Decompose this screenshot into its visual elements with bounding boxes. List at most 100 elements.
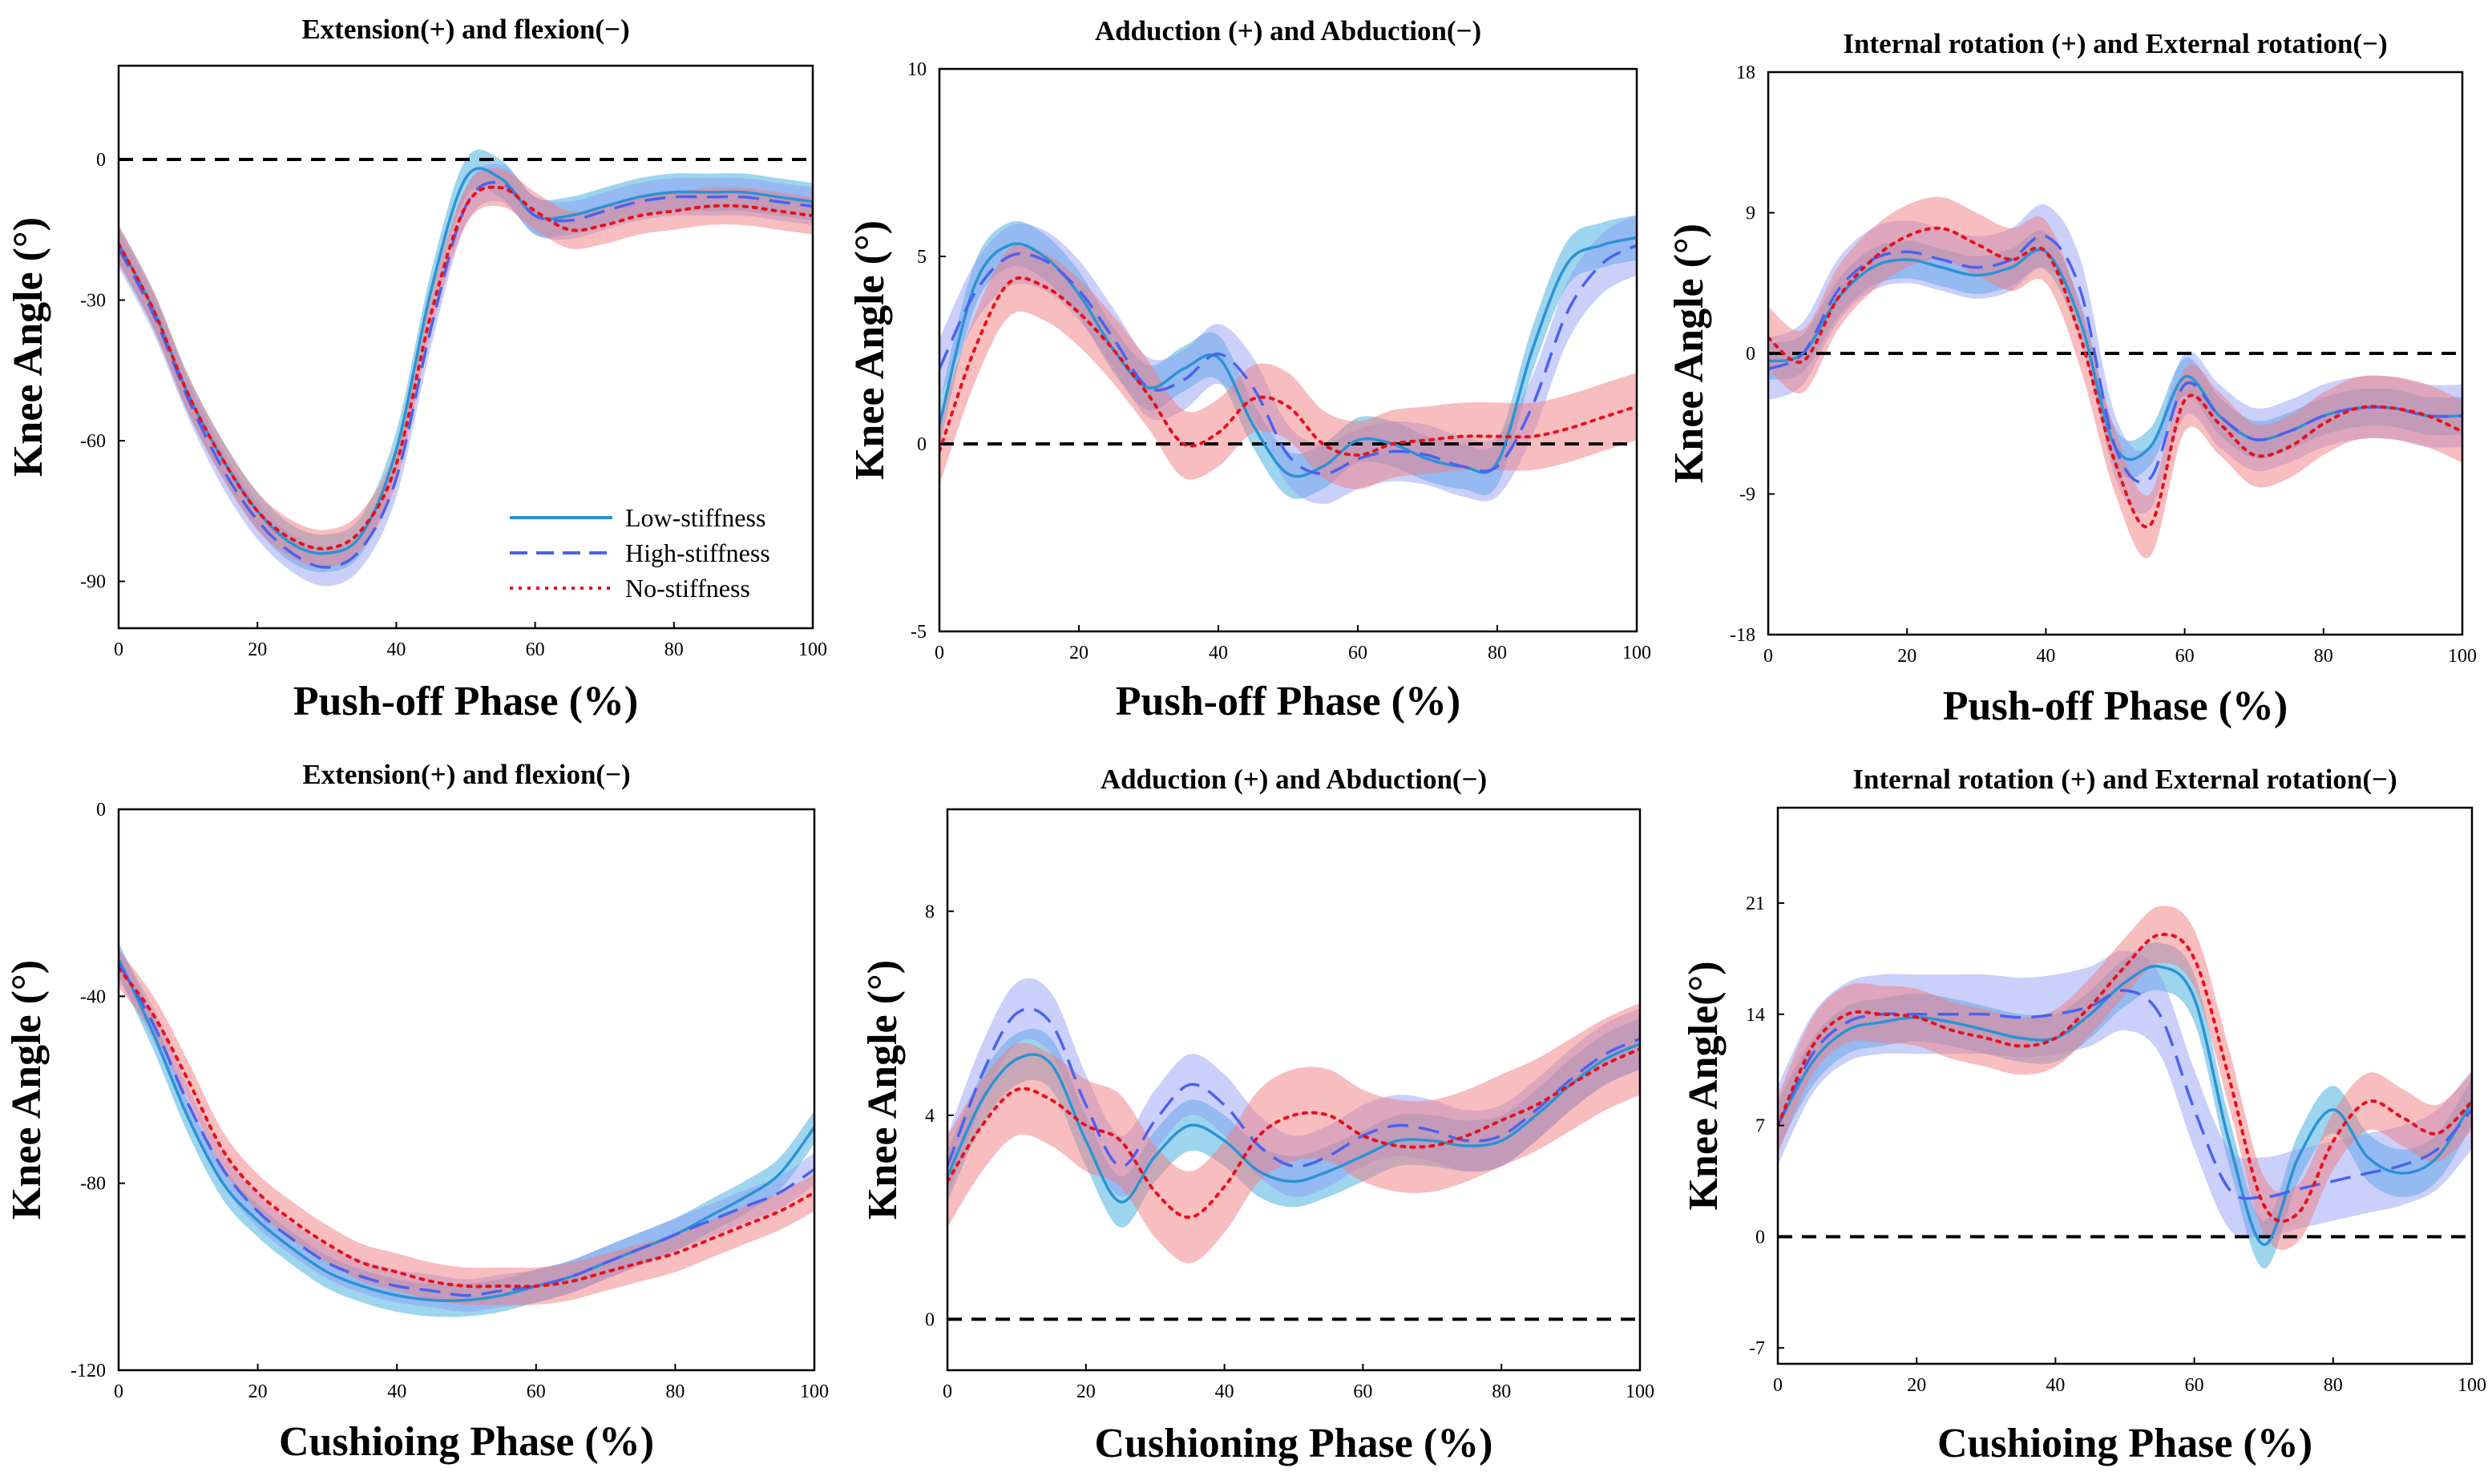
- y-tick-label: 0: [96, 150, 106, 171]
- x-axis-label: Cushioing Phase (%): [279, 1419, 654, 1465]
- x-axis-label: Push-off Phase (%): [1116, 679, 1460, 724]
- panel-title: Adduction (+) and Abduction(−): [1095, 15, 1481, 46]
- y-tick-label: 0: [1746, 344, 1755, 365]
- band-no-stiffness: [1768, 196, 2462, 559]
- y-axis-label: Knee Angle(°): [1681, 961, 1727, 1210]
- y-tick-label: 5: [917, 247, 927, 268]
- y-tick-label: -9: [1739, 485, 1755, 506]
- x-tick-label: 80: [664, 639, 684, 660]
- x-tick-label: 0: [943, 1381, 952, 1402]
- band-no-stiffness: [947, 1002, 1640, 1264]
- x-tick-label: 60: [2175, 646, 2195, 667]
- x-tick-label: 80: [1488, 643, 1507, 663]
- y-axis-label: Knee Angle (°): [4, 960, 50, 1220]
- panel-2: 0 20 40 60 80 100 10 5 0 -5 Adduction (+) and Abdu…: [847, 15, 1651, 724]
- x-tick-label: 60: [2185, 1375, 2204, 1396]
- series-line-high-stiffness: [1778, 989, 2472, 1200]
- x-tick-label: 100: [798, 639, 827, 660]
- band-no-stiffness: [1778, 905, 2472, 1250]
- y-tick-label: 9: [1746, 204, 1755, 224]
- plot-frame: [946, 808, 1642, 1372]
- y-axis-label: Knee Angle (°): [860, 960, 906, 1220]
- band-no-stiffness: [939, 244, 1637, 490]
- legend-label-no-stiffness: No-stiffness: [625, 574, 750, 603]
- plot-area: [947, 978, 1640, 1321]
- x-tick-label: 40: [1215, 1381, 1234, 1402]
- x-tick-label: 40: [2046, 1375, 2065, 1396]
- y-tick-label: -90: [80, 572, 106, 593]
- y-axis-label: Knee Angle (°): [6, 217, 51, 477]
- x-axis-label: Cushioing Phase (%): [1937, 1421, 2312, 1466]
- legend-label-high-stiffness: High-stiffness: [625, 538, 770, 567]
- x-tick-label: 100: [1622, 643, 1651, 663]
- x-tick-label: 60: [1353, 1381, 1372, 1402]
- x-tick-label: 60: [1348, 643, 1367, 663]
- panel-1: 0 20 40 60 80 100 0 -30 -60 -90 Extension(+) and f…: [6, 14, 827, 724]
- y-tick-label: 8: [925, 901, 935, 922]
- panel-title: Adduction (+) and Abduction(−): [1101, 764, 1487, 795]
- x-axis-label: Push-off Phase (%): [1943, 684, 2288, 729]
- y-tick-label: -120: [71, 1361, 106, 1381]
- panel-6: 0 20 40 60 80 100 21 14 7 0 -7 Internal rotation (+…: [1681, 764, 2486, 1466]
- x-tick-label: 60: [527, 1381, 546, 1402]
- x-tick-label: 80: [2324, 1375, 2343, 1396]
- series-line-no-stiffness: [119, 185, 813, 550]
- x-tick-label: 80: [2314, 646, 2333, 667]
- x-tick-label: 100: [2458, 1375, 2486, 1396]
- y-tick-label: 14: [1746, 1005, 1765, 1026]
- plot-frame: [1776, 806, 2474, 1365]
- series-line-no-stiffness: [939, 276, 1637, 458]
- x-tick-label: 40: [387, 1381, 406, 1402]
- y-tick-label: 18: [1736, 63, 1755, 83]
- series-line-no-stiffness: [1778, 933, 2472, 1224]
- y-tick-label: 0: [917, 434, 927, 455]
- y-axis-label: Knee Angle (°): [1666, 224, 1712, 483]
- y-tick-label: 10: [907, 59, 927, 80]
- y-tick-label: 21: [1746, 893, 1765, 914]
- y-axis-label: Knee Angle (°): [847, 220, 893, 480]
- x-tick-label: 40: [1209, 643, 1228, 663]
- x-tick-label: 100: [800, 1381, 829, 1402]
- x-axis-label: Push-off Phase (%): [293, 679, 638, 724]
- x-tick-label: 80: [665, 1381, 685, 1402]
- legend: Low-stiffness High-stiffness No-stiffness: [510, 503, 770, 603]
- series-line-high-stiffness: [1768, 234, 2462, 484]
- x-tick-label: 0: [114, 639, 123, 660]
- panel-3: 0 20 40 60 80 100 18 9 0 -9 -18 Internal rotation (…: [1666, 28, 2477, 729]
- series-line-low-stiffness: [947, 1042, 1640, 1204]
- panel-4: 0 20 40 60 80 100 0 -40 -80 -120 Extension(+) and …: [4, 759, 829, 1465]
- x-tick-label: 20: [248, 639, 267, 660]
- x-tick-label: 60: [526, 639, 545, 660]
- series-line-low-stiffness: [119, 167, 813, 555]
- x-tick-label: 0: [114, 1381, 123, 1402]
- series-line-high-stiffness: [947, 1007, 1640, 1168]
- band-low-stiffness: [119, 942, 814, 1317]
- x-tick-label: 0: [935, 643, 944, 663]
- band-low-stiffness: [939, 215, 1637, 499]
- plot-area: [1778, 905, 2472, 1269]
- y-tick-label: 0: [1755, 1227, 1765, 1248]
- panel-title: Internal rotation (+) and External rotat…: [1843, 28, 2387, 59]
- plot-area: [119, 942, 814, 1317]
- series-line-no-stiffness: [119, 966, 814, 1288]
- band-no-stiffness: [119, 168, 813, 568]
- plot-area: [1768, 196, 2462, 559]
- y-tick-label: -40: [80, 986, 106, 1007]
- x-tick-label: 100: [2448, 646, 2477, 667]
- band-no-stiffness: [119, 950, 814, 1305]
- y-tick-label: -5: [911, 622, 927, 643]
- y-tick-label: -80: [80, 1174, 106, 1195]
- y-tick-label: -7: [1749, 1338, 1765, 1359]
- series-line-low-stiffness: [119, 958, 814, 1302]
- x-tick-label: 40: [386, 639, 406, 660]
- x-tick-label: 40: [2036, 646, 2055, 667]
- x-tick-label: 0: [1773, 1375, 1783, 1396]
- plot-frame: [117, 64, 814, 630]
- series-line-low-stiffness: [939, 236, 1637, 478]
- y-tick-label: 0: [925, 1309, 935, 1330]
- x-tick-label: 20: [248, 1381, 268, 1402]
- series-line-high-stiffness: [119, 962, 814, 1297]
- x-tick-label: 20: [1076, 1381, 1096, 1402]
